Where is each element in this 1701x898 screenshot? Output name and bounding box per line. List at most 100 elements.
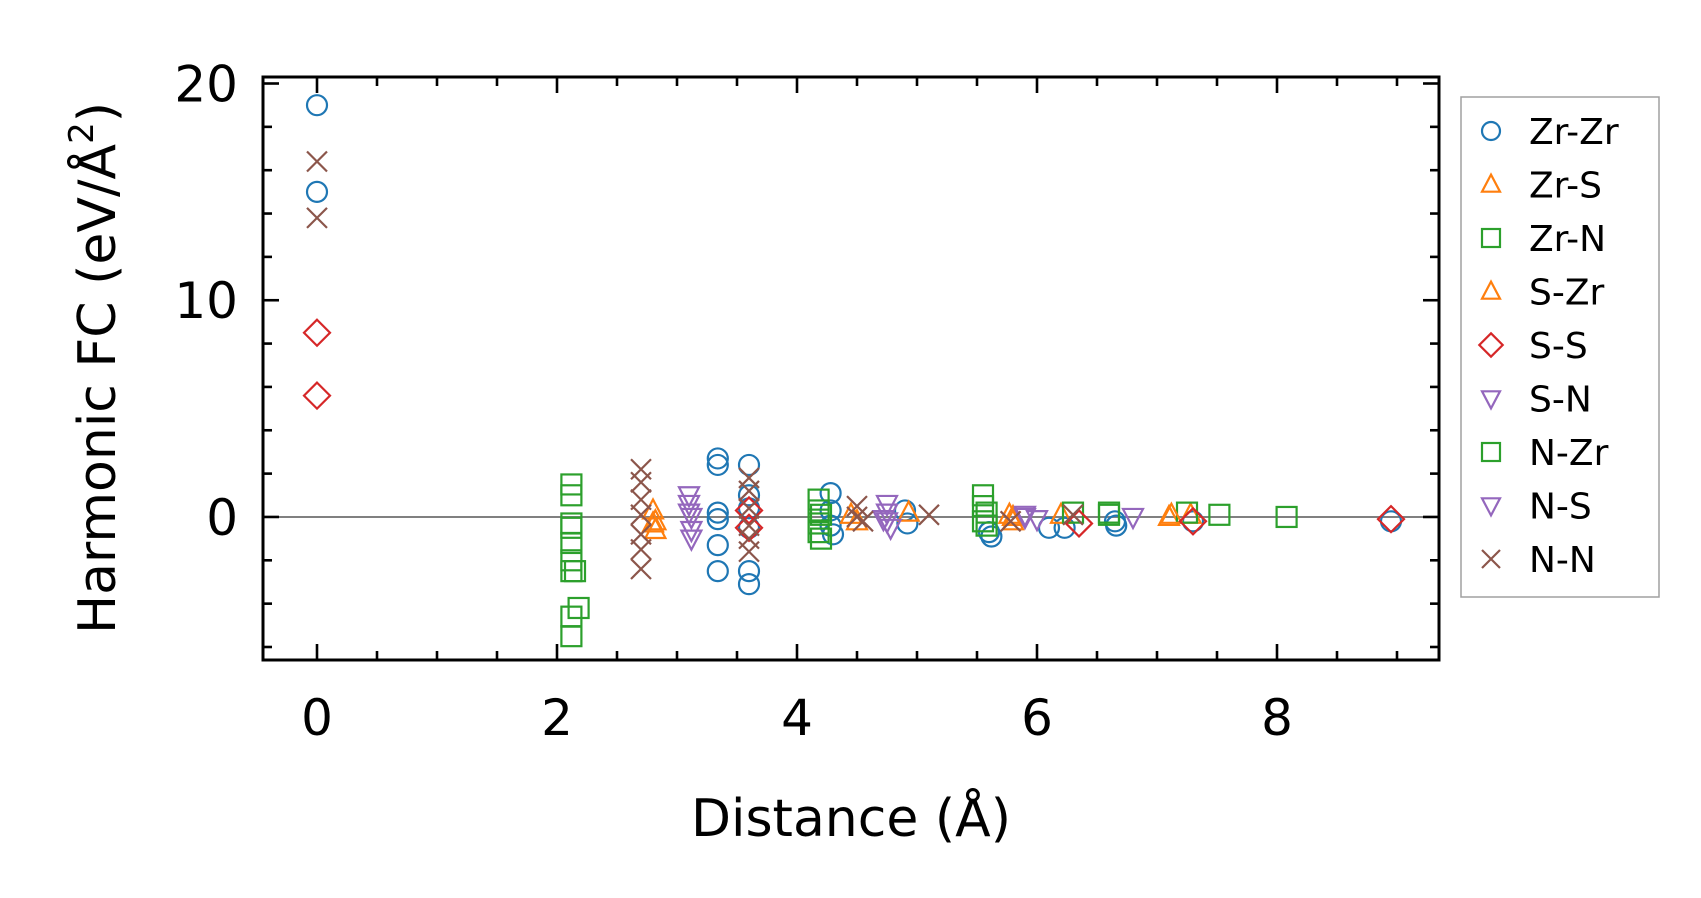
legend-label: Zr-S	[1529, 166, 1602, 207]
legend: Zr-Zr Zr-S Zr-N S-Zr S-S S-N N-Zr N-S N-N	[1460, 96, 1660, 598]
data-point	[630, 471, 652, 494]
x-axis-title: Distance (Å)	[691, 787, 1011, 849]
data-point	[306, 150, 328, 173]
data-point	[846, 495, 868, 517]
data-point	[630, 558, 652, 580]
y-axis-title-main: Harmonic FC (eV/Å	[66, 143, 128, 634]
y-axis-title-superscript: 2	[62, 122, 102, 144]
data-point	[630, 504, 652, 526]
data-point	[1049, 501, 1073, 524]
legend-label: N-N	[1529, 540, 1596, 581]
legend-label: S-Zr	[1529, 273, 1605, 314]
data-point	[1181, 510, 1205, 533]
data-point	[306, 207, 328, 229]
data-point	[560, 512, 583, 535]
data-point	[630, 523, 652, 546]
legend-item-s-zr: S-Zr	[1480, 273, 1605, 314]
data-point	[630, 538, 652, 561]
data-point	[807, 521, 830, 544]
legend-label: S-N	[1529, 380, 1592, 421]
x-tick-label: 8	[1261, 689, 1293, 747]
series-n-zr	[560, 501, 1121, 535]
legend-item-n-zr: N-Zr	[1480, 433, 1609, 474]
legend-marker	[1477, 331, 1505, 359]
legend-item-zr-s: Zr-S	[1480, 166, 1602, 207]
legend-marker	[1480, 441, 1502, 463]
y-axis-title-close: )	[68, 102, 128, 122]
tick-labels: 0 2 4 6 8 0 10 20	[174, 56, 1293, 747]
data-point	[567, 596, 590, 620]
series-zr-n	[560, 473, 1298, 648]
data-point	[737, 573, 761, 596]
data-point	[706, 447, 729, 470]
data-point	[1178, 506, 1208, 536]
data-point	[737, 560, 761, 583]
legend-item-n-n: N-N	[1481, 540, 1596, 581]
data-point	[896, 512, 919, 535]
data-point	[896, 499, 921, 522]
data-point	[971, 510, 995, 533]
data-point	[677, 503, 701, 526]
data-point	[1053, 516, 1076, 539]
legend-item-s-n: S-N	[1480, 380, 1592, 421]
data-point	[734, 495, 764, 526]
data-point	[706, 534, 729, 557]
legend-label: N-Zr	[1529, 433, 1609, 474]
legend-item-n-s: N-S	[1480, 487, 1592, 528]
legend-marker	[1480, 279, 1502, 300]
data-point	[738, 480, 760, 502]
legend-marker	[1480, 497, 1502, 518]
x-tick-label: 4	[781, 689, 813, 747]
data-point	[871, 510, 896, 533]
legend-label: Zr-N	[1529, 219, 1606, 260]
legend-label: Zr-Zr	[1529, 112, 1619, 153]
data-point	[975, 501, 998, 524]
data-point	[305, 94, 329, 117]
data-point	[1025, 510, 1049, 533]
axis-ticks	[263, 77, 1439, 660]
data-point	[846, 506, 868, 528]
data-point	[643, 507, 668, 531]
data-point	[918, 504, 940, 526]
data-point	[737, 484, 761, 507]
series-n-s	[677, 503, 1037, 533]
data-point	[1275, 505, 1298, 529]
data-point	[1376, 504, 1406, 534]
legend-marker	[1480, 120, 1502, 142]
data-point	[809, 527, 833, 550]
y-axis-title: Harmonic FC (eV/Å2)	[62, 102, 128, 634]
data-point	[706, 453, 729, 477]
data-point	[1157, 503, 1181, 527]
data-point	[1061, 501, 1085, 524]
data-point	[975, 514, 998, 537]
legend-item-s-s: S-S	[1477, 326, 1588, 367]
data-point	[1097, 503, 1121, 526]
series-n-n	[306, 150, 1084, 580]
x-tick-label: 0	[301, 689, 333, 747]
legend-marker	[1480, 227, 1502, 249]
series-s-n	[677, 486, 1145, 552]
legend-label: S-S	[1529, 326, 1588, 367]
x-tick-label: 6	[1021, 689, 1053, 747]
y-tick-label: 0	[206, 489, 238, 547]
data-point	[560, 484, 583, 507]
y-tick-label: 10	[174, 272, 238, 330]
data-point	[852, 510, 874, 533]
data-point	[302, 381, 332, 411]
series-s-s	[302, 318, 1406, 543]
data-point	[737, 453, 761, 477]
data-point	[819, 482, 842, 505]
legend-marker	[1480, 390, 1502, 411]
data-point	[1121, 507, 1145, 531]
data-point	[630, 488, 652, 511]
data-point	[809, 503, 833, 526]
plot-frame	[261, 75, 1441, 662]
data-point	[1062, 504, 1084, 526]
data-point	[563, 560, 587, 583]
data-point	[1208, 503, 1231, 526]
legend-item-zr-n: Zr-N	[1480, 219, 1606, 260]
plot-content	[263, 94, 1439, 648]
data-point	[706, 508, 729, 531]
legend-marker	[1481, 549, 1501, 569]
